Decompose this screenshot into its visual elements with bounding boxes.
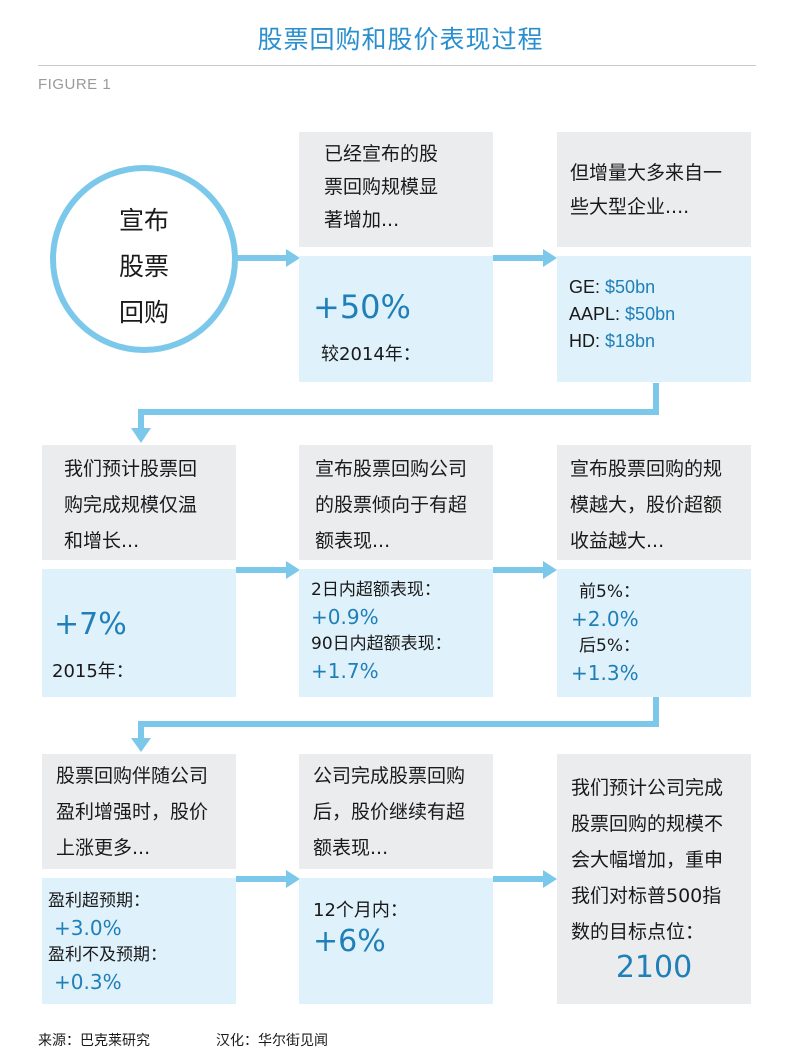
page-title: 股票回购和股价表现过程: [257, 25, 544, 54]
r3c2-top-line: 公司完成股票回购: [313, 765, 466, 787]
r2c3-top-line: 宣布股票回购的规: [570, 458, 723, 480]
r2c2-value: +0.9%: [311, 605, 379, 629]
r1c3-top-line: 些大型企业....: [570, 196, 690, 218]
target-value: 2100: [615, 950, 693, 985]
r2c2-value: +1.7%: [311, 659, 379, 683]
arrowhead-start-to-r1c2: [286, 249, 300, 267]
r2c3-label: 前5%：: [579, 582, 640, 602]
connector-r2-across: [138, 721, 659, 727]
r3c2-bottom-box: 12个月内： +6%: [299, 878, 493, 1004]
r2c2-label: 2日内超额表现：: [311, 580, 441, 600]
r1c2-top-line: 票回购规模显: [324, 176, 439, 198]
arrowhead-r2c1-to-r2c2: [286, 561, 300, 579]
r3c3-box: 我们预计公司完成 股票回购的规模不 会大幅增加，重申 我们对标普500指 数的目…: [557, 754, 751, 1004]
r2c3-top-box: 宣布股票回购的规 模越大，股价超额 收益越大...: [557, 445, 751, 560]
r3c1-top-line: 上涨更多...: [56, 837, 151, 859]
arrow-r3c2-to-r3c3: [493, 876, 545, 882]
r2c3-bottom-box: 前5%： +2.0% 后5%： +1.3%: [557, 569, 751, 697]
r3c1-label: 盈利不及预期：: [48, 945, 167, 965]
r2c2-top-line: 宣布股票回购公司: [315, 458, 468, 480]
r1c2-value: +50%: [313, 288, 411, 326]
r2c3-top-line: 收益越大...: [570, 530, 665, 552]
r3c3-line: 股票回购的规模不: [571, 813, 724, 835]
r1c3-top-box: 但增量大多来自一 些大型企业....: [557, 132, 751, 247]
figure-label: FIGURE 1: [38, 76, 112, 93]
arrowhead-r3c2-to-r3c3: [543, 870, 557, 888]
r1c3-top-line: 但增量大多来自一: [570, 162, 723, 184]
arrow-start-to-r1c2: [236, 255, 288, 261]
r1c2-top-line: 著增加...: [324, 209, 400, 231]
arrow-r1c2-to-r1c3: [493, 255, 545, 261]
r2c3-label: 后5%：: [579, 636, 640, 656]
r3c2-top-line: 后，股价继续有超: [313, 801, 466, 823]
r3c3-line: 数的目标点位：: [571, 921, 705, 943]
r1c3-bottom-box: GE: $50bn AAPL: $50bn HD: $18bn: [557, 256, 751, 382]
company-item: AAPL: $50bn: [569, 304, 676, 324]
r2c1-top-line: 我们预计股票回: [64, 458, 198, 480]
arrowhead-r2c2-to-r2c3: [543, 561, 557, 579]
r3c2-label: 12个月内：: [313, 900, 408, 921]
r3c3-line: 我们对标普500指: [571, 885, 722, 907]
start-line: 宣布: [118, 206, 169, 235]
r2c3-top-line: 模越大，股价超额: [570, 494, 723, 516]
connector-r1-drop: [138, 409, 144, 431]
company-item: GE: $50bn: [569, 277, 656, 297]
r2c1-top-line: 购完成规模仅温: [64, 494, 198, 516]
connector-r2-down: [653, 697, 659, 727]
r3c1-value: +3.0%: [54, 916, 122, 940]
r2c2-top-line: 额表现...: [315, 530, 391, 552]
r3c1-value: +0.3%: [54, 970, 122, 994]
connector-r1-down: [653, 383, 659, 415]
r2c1-top-line: 和增长...: [64, 530, 140, 552]
r3c1-top-box: 股票回购伴随公司 盈利增强时，股价 上涨更多...: [42, 754, 236, 869]
start-circle-text: 宣布 股票 回购: [50, 198, 238, 336]
r2c3-value: +1.3%: [571, 661, 639, 685]
r3c2-top-line: 额表现...: [313, 837, 389, 859]
r1c2-note: 较2014年：: [321, 344, 421, 365]
r2c3-value: +2.0%: [571, 607, 639, 631]
r2c2-top-line: 的股票倾向于有超: [315, 494, 468, 516]
source-text: 来源：巴克莱研究: [38, 1033, 150, 1049]
r3c2-top-box: 公司完成股票回购 后，股价继续有超 额表现...: [299, 754, 493, 869]
title-divider: [38, 65, 756, 66]
r3c2-value: +6%: [313, 924, 386, 959]
r2c1-note: 2015年：: [52, 661, 134, 682]
arrowhead-r3c1-to-r3c2: [286, 870, 300, 888]
start-line: 股票: [118, 252, 169, 281]
connector-r2-drop: [138, 721, 144, 741]
start-circle: [50, 165, 238, 353]
r1c2-bottom-box: +50% 较2014年：: [299, 256, 493, 382]
r2c1-value: +7%: [54, 607, 127, 642]
arrowhead-r1c2-to-r1c3: [543, 249, 557, 267]
r2c2-bottom-box: 2日内超额表现： +0.9% 90日内超额表现： +1.7%: [299, 569, 493, 697]
r1c2-top-box: 已经宣布的股 票回购规模显 著增加...: [299, 132, 493, 247]
arrow-r2c2-to-r2c3: [493, 567, 545, 573]
r2c1-top-box: 我们预计股票回 购完成规模仅温 和增长...: [42, 445, 236, 560]
r2c1-bottom-box: +7% 2015年：: [42, 569, 236, 697]
r3c1-top-line: 盈利增强时，股价: [56, 801, 209, 823]
r3c1-label: 盈利超预期：: [48, 891, 150, 911]
arrow-r2c1-to-r2c2: [236, 567, 288, 573]
r2c2-top-box: 宣布股票回购公司 的股票倾向于有超 额表现...: [299, 445, 493, 560]
arrow-r3c1-to-r3c2: [236, 876, 288, 882]
r3c1-bottom-box: 盈利超预期： +3.0% 盈利不及预期： +0.3%: [42, 878, 236, 1004]
translation-text: 汉化：华尔街见闻: [216, 1033, 328, 1049]
r3c1-top-line: 股票回购伴随公司: [56, 765, 209, 787]
r2c2-label: 90日内超额表现：: [311, 634, 452, 654]
arrowhead-r2-to-r3: [131, 738, 151, 752]
r3c3-line: 我们预计公司完成: [571, 777, 724, 799]
company-item: HD: $18bn: [569, 331, 656, 351]
connector-r1-across: [138, 409, 659, 415]
r3c3-line: 会大幅增加，重申: [571, 849, 724, 871]
r1c2-top-line: 已经宣布的股: [324, 143, 439, 165]
start-line: 回购: [118, 298, 169, 327]
arrowhead-r1-to-r2: [131, 428, 151, 443]
